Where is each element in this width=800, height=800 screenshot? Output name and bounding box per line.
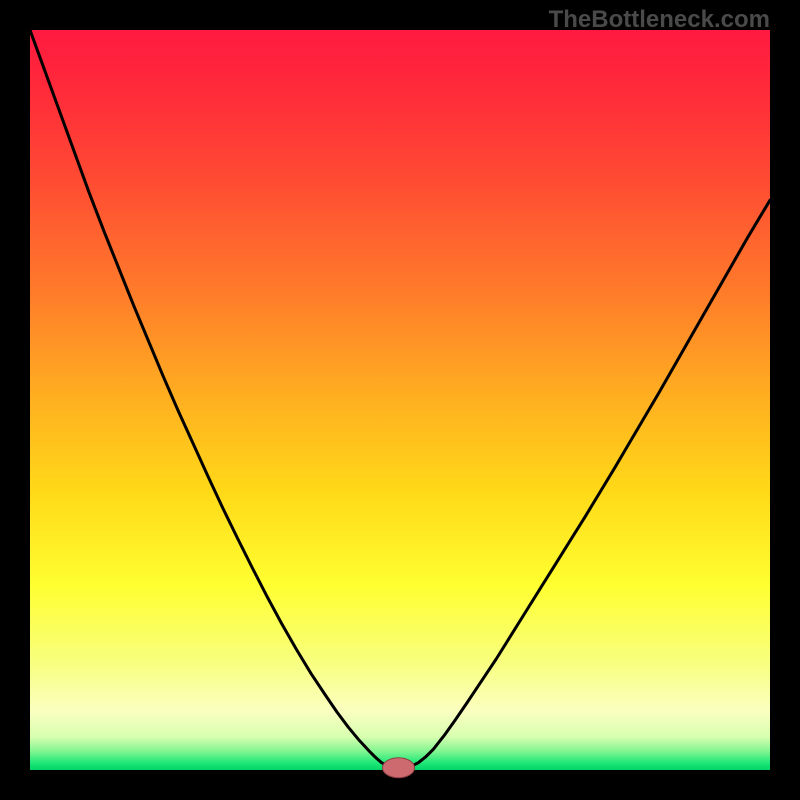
chart-frame: TheBottleneck.com: [0, 0, 800, 800]
watermark-text: TheBottleneck.com: [549, 6, 770, 34]
plot-area: [30, 30, 770, 770]
